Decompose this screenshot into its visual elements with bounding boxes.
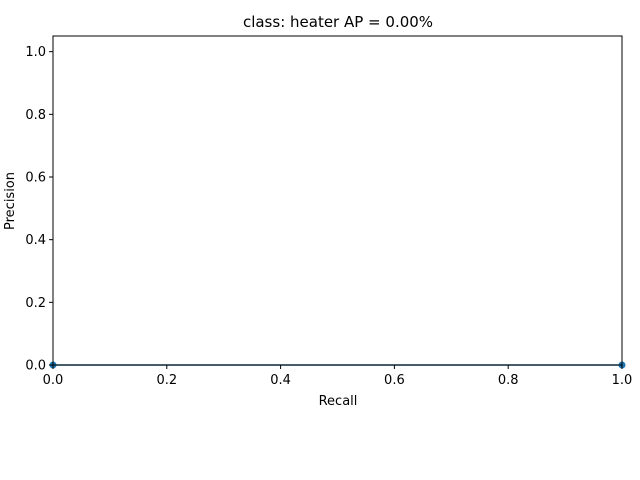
y-tick-label: 1.0 xyxy=(25,45,46,60)
y-axis: 0.0 0.2 0.4 0.6 0.8 1.0 xyxy=(25,45,53,374)
y-tick-label: 0.0 xyxy=(25,359,46,374)
y-tick-label: 0.6 xyxy=(25,171,46,186)
chart-title: class: heater AP = 0.00% xyxy=(243,13,433,31)
x-tick-label: 0.2 xyxy=(156,373,177,388)
x-tick-label: 0.0 xyxy=(43,373,64,388)
x-tick-label: 0.8 xyxy=(498,373,519,388)
x-axis-label: Recall xyxy=(319,394,358,409)
y-tick-label: 0.8 xyxy=(25,108,46,123)
x-tick-label: 1.0 xyxy=(612,373,633,388)
y-tick-label: 0.4 xyxy=(25,233,46,248)
x-tick-label: 0.6 xyxy=(384,373,405,388)
x-tick-label: 0.4 xyxy=(270,373,291,388)
y-tick-label: 0.2 xyxy=(25,296,46,311)
axes-frame xyxy=(52,35,623,366)
x-axis: 0.0 0.2 0.4 0.6 0.8 1.0 xyxy=(43,365,633,388)
y-axis-label: Precision xyxy=(3,172,18,230)
